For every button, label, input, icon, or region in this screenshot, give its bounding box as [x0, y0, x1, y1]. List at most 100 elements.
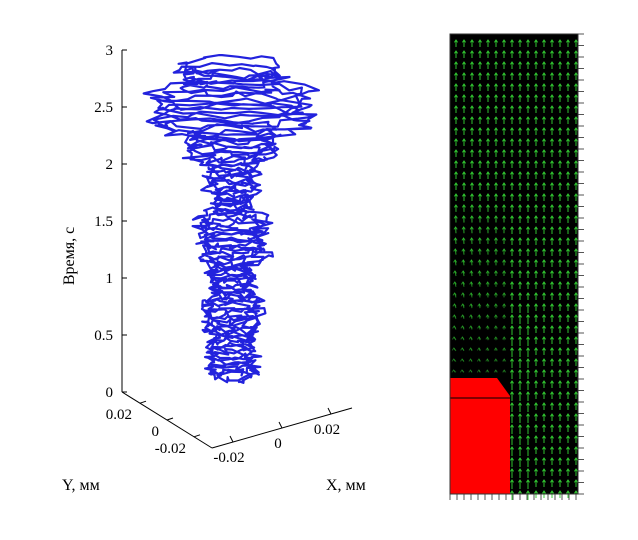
- velocity-arrowhead: [477, 237, 482, 241]
- velocity-arrowhead: [461, 226, 466, 230]
- velocity-arrowhead: [493, 127, 499, 131]
- velocity-arrowhead: [469, 248, 474, 252]
- velocity-arrowhead: [485, 248, 490, 252]
- velocity-arrowhead: [533, 358, 539, 362]
- velocity-arrowhead: [549, 314, 555, 318]
- velocity-arrowhead: [557, 479, 563, 483]
- velocity-arrowhead: [565, 182, 571, 186]
- velocity-arrowhead: [501, 138, 507, 142]
- velocity-arrowhead: [469, 204, 474, 208]
- velocity-arrowhead: [525, 402, 531, 406]
- velocity-arrowhead: [525, 72, 531, 76]
- velocity-arrowhead: [573, 303, 579, 307]
- velocity-arrowhead: [565, 171, 571, 175]
- velocity-arrowhead: [565, 281, 571, 285]
- velocity-arrowhead: [525, 468, 531, 472]
- velocity-arrowhead: [533, 391, 539, 395]
- velocity-arrowhead: [557, 94, 563, 98]
- velocity-arrowhead: [485, 303, 490, 307]
- velocity-arrowhead: [525, 171, 531, 175]
- velocity-arrowhead: [485, 182, 491, 186]
- velocity-arrowhead: [565, 413, 571, 417]
- velocity-arrowhead: [469, 39, 475, 43]
- velocity-arrowhead: [533, 479, 539, 483]
- velocity-arrowhead: [557, 182, 563, 186]
- velocity-arrowhead: [573, 336, 579, 340]
- velocity-arrowhead: [525, 325, 531, 329]
- velocity-arrowhead: [565, 116, 571, 120]
- velocity-arrowhead: [485, 325, 490, 329]
- velocity-arrowhead: [469, 270, 474, 274]
- velocity-arrowhead: [493, 160, 499, 164]
- velocity-arrowhead: [453, 259, 458, 263]
- velocity-arrowhead: [493, 347, 498, 351]
- velocity-arrowhead: [549, 171, 555, 175]
- velocity-arrowhead: [525, 248, 531, 252]
- velocity-arrowhead: [541, 303, 547, 307]
- velocity-arrowhead: [533, 303, 539, 307]
- velocity-arrowhead: [573, 171, 579, 175]
- velocity-arrowhead: [525, 270, 531, 274]
- velocity-arrowhead: [565, 138, 571, 142]
- velocity-arrowhead: [517, 402, 523, 406]
- velocity-arrowhead: [517, 182, 523, 186]
- velocity-arrowhead: [541, 468, 547, 472]
- velocity-arrowhead: [485, 138, 491, 142]
- velocity-arrowhead: [477, 149, 483, 153]
- velocity-arrowhead: [517, 94, 523, 98]
- velocity-arrowhead: [565, 325, 571, 329]
- velocity-arrowhead: [541, 160, 547, 164]
- velocity-arrowhead: [493, 248, 498, 252]
- velocity-arrowhead: [557, 72, 563, 76]
- velocity-arrowhead: [557, 127, 563, 131]
- velocity-arrowhead: [517, 303, 523, 307]
- velocity-arrowhead: [525, 204, 531, 208]
- velocity-arrowhead: [525, 226, 531, 230]
- y-tick-mark: [166, 417, 174, 421]
- velocity-arrowhead: [509, 281, 515, 285]
- velocity-arrowhead: [509, 204, 515, 208]
- velocity-arrowhead: [557, 61, 563, 65]
- velocity-arrowhead: [533, 193, 539, 197]
- velocity-arrowhead: [509, 303, 515, 307]
- velocity-arrowhead: [485, 292, 490, 296]
- velocity-arrowhead: [541, 50, 547, 54]
- velocity-arrowhead: [501, 72, 507, 76]
- velocity-arrowhead: [461, 248, 466, 252]
- velocity-arrowhead: [573, 149, 579, 153]
- velocity-arrowhead: [541, 402, 547, 406]
- velocity-arrowhead: [525, 149, 531, 153]
- velocity-arrowhead: [477, 127, 483, 131]
- velocity-arrowhead: [509, 358, 515, 362]
- velocity-arrowhead: [493, 292, 498, 296]
- velocity-arrowhead: [533, 457, 539, 461]
- velocity-arrowhead: [509, 105, 515, 109]
- velocity-arrowhead: [517, 435, 523, 439]
- velocity-arrowhead: [468, 336, 473, 340]
- velocity-arrowhead: [557, 270, 563, 274]
- velocity-arrowhead: [549, 336, 555, 340]
- velocity-arrowhead: [493, 281, 498, 285]
- velocity-arrowhead: [573, 468, 579, 472]
- velocity-arrowhead: [533, 435, 539, 439]
- velocity-arrowhead: [460, 314, 465, 318]
- velocity-arrowhead: [477, 248, 482, 252]
- x-axis-ticks: -0.02 0 0.02: [213, 407, 340, 466]
- velocity-arrowhead: [557, 83, 563, 87]
- velocity-arrow: [478, 347, 481, 352]
- velocity-arrowhead: [557, 336, 563, 340]
- velocity-arrowhead: [501, 127, 507, 131]
- velocity-arrowhead: [533, 281, 539, 285]
- velocity-arrow: [486, 347, 489, 351]
- velocity-arrowhead: [525, 94, 531, 98]
- velocity-arrowhead: [477, 138, 483, 142]
- velocity-arrowhead: [517, 369, 523, 373]
- velocity-arrowhead: [476, 347, 482, 351]
- velocity-arrowhead: [565, 193, 571, 197]
- velocity-arrowhead: [533, 94, 539, 98]
- velocity-arrowhead: [453, 39, 459, 43]
- velocity-arrowhead: [461, 116, 467, 120]
- velocity-arrowhead: [557, 435, 563, 439]
- velocity-arrowhead: [493, 39, 499, 43]
- velocity-arrowhead: [541, 138, 547, 142]
